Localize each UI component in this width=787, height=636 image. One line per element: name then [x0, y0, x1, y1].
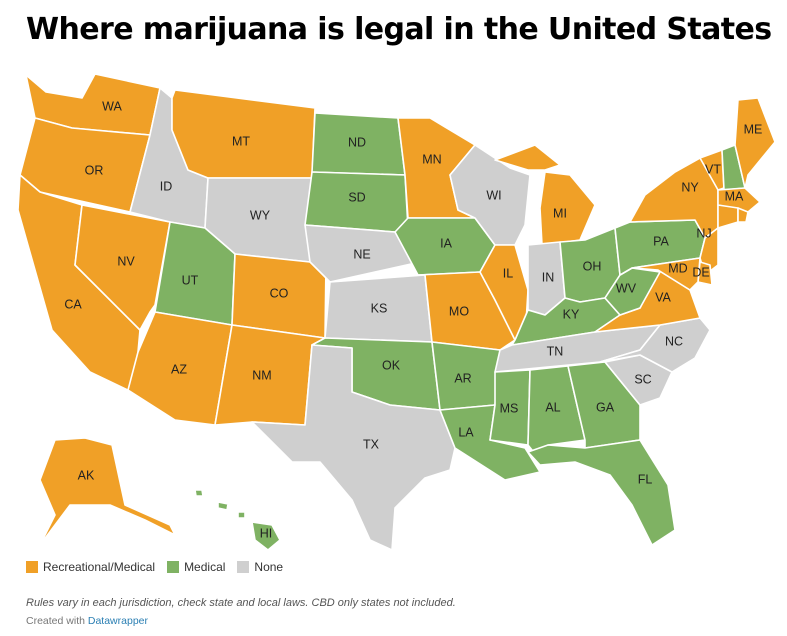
legend: Recreational/Medical Medical None: [26, 560, 283, 574]
state-label-mt: MT: [232, 134, 250, 148]
state-label-ny: NY: [681, 180, 699, 194]
legend-swatch-medical: [167, 561, 180, 573]
state-label-nm: NM: [252, 368, 271, 382]
footnote: Rules vary in each jurisdiction, check s…: [26, 597, 456, 609]
state-ct[interactable]: [717, 204, 739, 229]
state-label-in: IN: [542, 270, 555, 284]
state-label-wi: WI: [486, 188, 501, 202]
us-states-map: WA OR CA NV ID MT WY UT AZ CO NM ND SD NE KS OK TX MN IA MO…: [17, 73, 776, 551]
state-label-ak: AK: [78, 468, 95, 482]
state-label-ma: MA: [725, 189, 744, 203]
datawrapper-link[interactable]: Datawrapper: [87, 615, 148, 627]
state-ri[interactable]: [737, 207, 749, 223]
state-label-mi: MI: [553, 206, 567, 220]
legend-label: Medical: [184, 560, 226, 574]
legend-label: Recreational/Medical: [43, 560, 156, 574]
state-label-ga: GA: [596, 400, 615, 414]
state-label-mn: MN: [422, 152, 441, 166]
legend-item-recreational: Recreational/Medical: [26, 560, 155, 574]
state-label-fl: FL: [638, 472, 653, 486]
state-label-ne: NE: [353, 247, 370, 261]
legend-item-medical: Medical: [167, 560, 225, 574]
map-title: Where marijuana is legal in the United S…: [26, 12, 772, 47]
state-label-nc: NC: [665, 334, 683, 348]
state-hi[interactable]: [194, 489, 281, 551]
state-label-ky: KY: [563, 307, 580, 321]
state-label-ia: IA: [440, 236, 452, 250]
state-wi[interactable]: [449, 144, 531, 246]
legend-label: None: [254, 560, 284, 574]
state-fl[interactable]: [527, 439, 676, 546]
state-label-ar: AR: [454, 371, 471, 385]
state-label-la: LA: [458, 425, 474, 439]
state-label-tx: TX: [363, 437, 380, 451]
state-label-va: VA: [655, 290, 671, 304]
state-label-hi: HI: [260, 526, 273, 540]
state-label-nj: NJ: [696, 226, 711, 240]
state-co[interactable]: [231, 253, 327, 339]
state-label-ok: OK: [382, 358, 401, 372]
state-label-wv: WV: [616, 281, 637, 295]
state-label-ks: KS: [371, 301, 388, 315]
state-nc[interactable]: [599, 317, 711, 373]
legend-swatch-recreational: [26, 561, 38, 573]
state-label-ca: CA: [64, 297, 82, 311]
state-label-sd: SD: [348, 190, 365, 204]
legend-swatch-none: [237, 561, 250, 573]
state-label-il: IL: [503, 266, 513, 280]
state-label-wa: WA: [102, 99, 122, 113]
credit-line: Created with Datawrapper: [26, 615, 148, 627]
state-label-sc: SC: [634, 372, 651, 386]
state-label-oh: OH: [583, 259, 602, 273]
state-label-tn: TN: [547, 344, 564, 358]
state-label-id: ID: [160, 179, 173, 193]
state-label-wy: WY: [250, 208, 271, 222]
legend-item-none: None: [237, 560, 283, 574]
state-ne[interactable]: [304, 224, 421, 283]
state-label-al: AL: [545, 400, 560, 414]
state-label-az: AZ: [171, 362, 187, 376]
state-md[interactable]: [631, 257, 701, 291]
state-label-md: MD: [668, 261, 687, 275]
state-tx[interactable]: [251, 344, 456, 551]
credit-prefix: Created with: [26, 615, 85, 627]
state-label-co: CO: [270, 286, 289, 300]
state-label-or: OR: [85, 163, 104, 177]
state-label-mo: MO: [449, 304, 469, 318]
state-label-nv: NV: [117, 254, 135, 268]
state-ak[interactable]: [39, 437, 176, 546]
state-label-nd: ND: [348, 135, 366, 149]
state-ms[interactable]: [489, 369, 531, 446]
state-label-vt: VT: [705, 162, 721, 176]
state-label-ms: MS: [500, 401, 519, 415]
state-label-de: DE: [692, 265, 709, 279]
state-label-me: ME: [744, 122, 763, 136]
state-label-pa: PA: [653, 234, 669, 248]
state-label-ut: UT: [182, 273, 199, 287]
